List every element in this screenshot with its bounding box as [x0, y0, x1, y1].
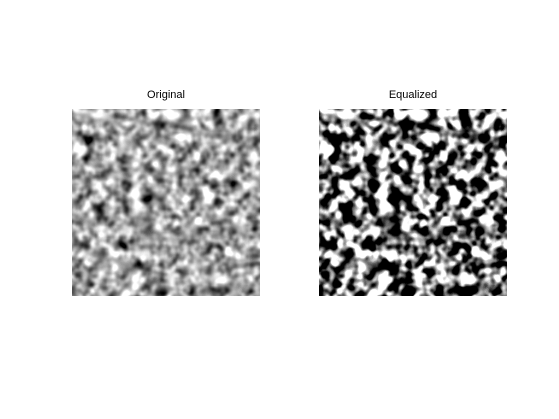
equalized-image: [319, 109, 507, 296]
original-image: [72, 109, 260, 296]
equalized-title: Equalized: [388, 89, 438, 101]
original-title: Original: [147, 89, 185, 101]
